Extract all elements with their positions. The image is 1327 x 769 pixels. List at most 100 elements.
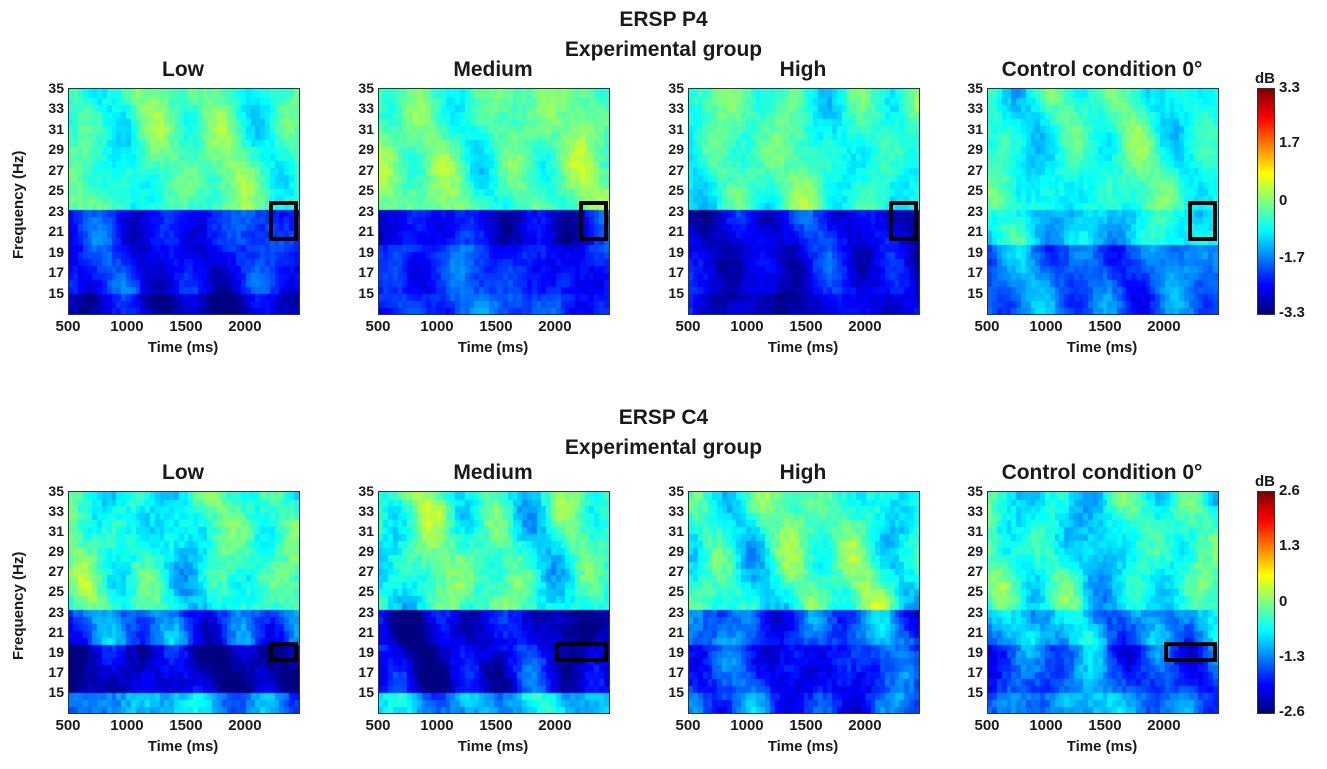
colorbar [1257, 491, 1275, 714]
y-tick-label: 19 [668, 243, 684, 260]
y-tick-label: 21 [358, 223, 374, 240]
roi-box [888, 200, 918, 242]
y-tick-label: 23 [668, 603, 684, 620]
heatmap-cells [69, 492, 299, 713]
x-tick-label: 2000 [228, 318, 262, 335]
x-axis-label: Time (ms) [1066, 738, 1138, 755]
x-axis-label: Time (ms) [457, 339, 529, 356]
x-tick-label: 500 [365, 318, 391, 335]
y-tick-label: 33 [358, 503, 374, 520]
x-tick-label: 1000 [420, 717, 454, 734]
colorbar-tick-label: 0 [1279, 191, 1288, 209]
x-tick-label: 1500 [169, 318, 203, 335]
x-tick-label: 2000 [1147, 318, 1181, 335]
x-tick-label: 1000 [730, 318, 764, 335]
y-tick-label: 31 [48, 120, 64, 137]
x-tick-label: 2000 [228, 717, 262, 734]
heatmap-plot [378, 491, 610, 714]
x-tick-label: 500 [675, 717, 701, 734]
x-tick-label: 1000 [730, 717, 764, 734]
colorbar-tick-label: -3.3 [1279, 304, 1305, 321]
x-tick-label: 1000 [1029, 717, 1063, 734]
roi-box [1187, 200, 1217, 242]
x-tick-label: 500 [974, 717, 1000, 734]
y-tick-label: 21 [48, 623, 64, 640]
x-axis-label: Time (ms) [147, 738, 219, 755]
y-tick-label: 19 [668, 643, 684, 660]
y-tick-label: 25 [967, 182, 983, 199]
x-tick-label: 500 [974, 318, 1000, 335]
panel-title: Medium [453, 461, 533, 484]
colorbar [1257, 88, 1275, 315]
y-tick-label: 35 [668, 80, 684, 96]
y-tick-label: 17 [48, 663, 64, 680]
y-tick-label: 21 [668, 223, 684, 240]
y-tick-label: 25 [967, 583, 983, 600]
y-tick-label: 35 [967, 483, 983, 499]
y-tick-label: 29 [48, 543, 64, 560]
section-subtitle-p4: Experimental group [564, 38, 763, 61]
y-tick-label: 17 [967, 264, 983, 281]
x-tick-label: 1000 [420, 318, 454, 335]
heatmap-cells [379, 492, 609, 713]
y-tick-label: 25 [358, 182, 374, 199]
heatmap-cells [689, 89, 919, 314]
x-tick-label: 1500 [1088, 717, 1122, 734]
roi-box [268, 200, 298, 242]
y-tick-label: 17 [668, 264, 684, 281]
y-tick-label: 15 [358, 284, 374, 301]
roi-box [554, 641, 608, 662]
y-tick-label: 29 [967, 141, 983, 158]
y-tick-label: 33 [668, 503, 684, 520]
heatmap-cells [69, 89, 299, 314]
heatmap-plot [68, 88, 300, 315]
colorbar-tick-label: 0 [1279, 592, 1288, 610]
y-tick-label: 17 [967, 663, 983, 680]
roi-box [578, 200, 608, 242]
x-tick-label: 500 [55, 318, 81, 335]
y-tick-label: 19 [358, 643, 374, 660]
x-tick-label: 1000 [110, 318, 144, 335]
y-tick-label: 19 [967, 643, 983, 660]
x-tick-label: 2000 [848, 318, 882, 335]
panel-title: Control condition 0° [1001, 461, 1203, 484]
y-tick-label: 33 [967, 100, 983, 117]
x-tick-label: 1500 [1088, 318, 1122, 335]
roi-box [1163, 641, 1217, 662]
y-tick-label: 31 [967, 120, 983, 137]
y-tick-label: 25 [668, 182, 684, 199]
colorbar-tick-label: -1.3 [1279, 647, 1305, 665]
x-tick-label: 1000 [1029, 318, 1063, 335]
y-tick-label: 35 [358, 80, 374, 96]
colorbar-unit: dB [1255, 473, 1275, 490]
y-tick-label: 15 [668, 284, 684, 301]
y-tick-label: 23 [358, 603, 374, 620]
y-tick-label: 21 [967, 223, 983, 240]
roi-box [268, 641, 298, 662]
y-tick-label: 31 [967, 523, 983, 540]
y-tick-label: 33 [48, 100, 64, 117]
y-tick-label: 29 [668, 543, 684, 560]
x-tick-label: 500 [675, 318, 701, 335]
heatmap-cells [689, 492, 919, 713]
y-tick-label: 27 [48, 563, 64, 580]
y-tick-label: 23 [967, 202, 983, 219]
colorbar-tick-label: 3.3 [1279, 79, 1300, 96]
section-title-c4: ERSP C4 [618, 406, 709, 429]
x-tick-label: 1500 [479, 717, 513, 734]
y-tick-label: 15 [668, 683, 684, 700]
x-tick-label: 2000 [1147, 717, 1181, 734]
y-tick-label: 25 [48, 583, 64, 600]
x-tick-label: 1500 [169, 717, 203, 734]
y-tick-label: 29 [48, 141, 64, 158]
y-tick-label: 33 [358, 100, 374, 117]
y-tick-label: 31 [358, 120, 374, 137]
y-tick-label: 15 [48, 683, 64, 700]
y-tick-label: 27 [967, 161, 983, 178]
y-tick-label: 21 [358, 623, 374, 640]
colorbar-tick-label: -2.6 [1279, 703, 1305, 720]
y-tick-label: 23 [668, 202, 684, 219]
y-tick-label: 27 [967, 563, 983, 580]
panel-title: High [779, 58, 827, 81]
heatmap-plot [987, 88, 1219, 315]
